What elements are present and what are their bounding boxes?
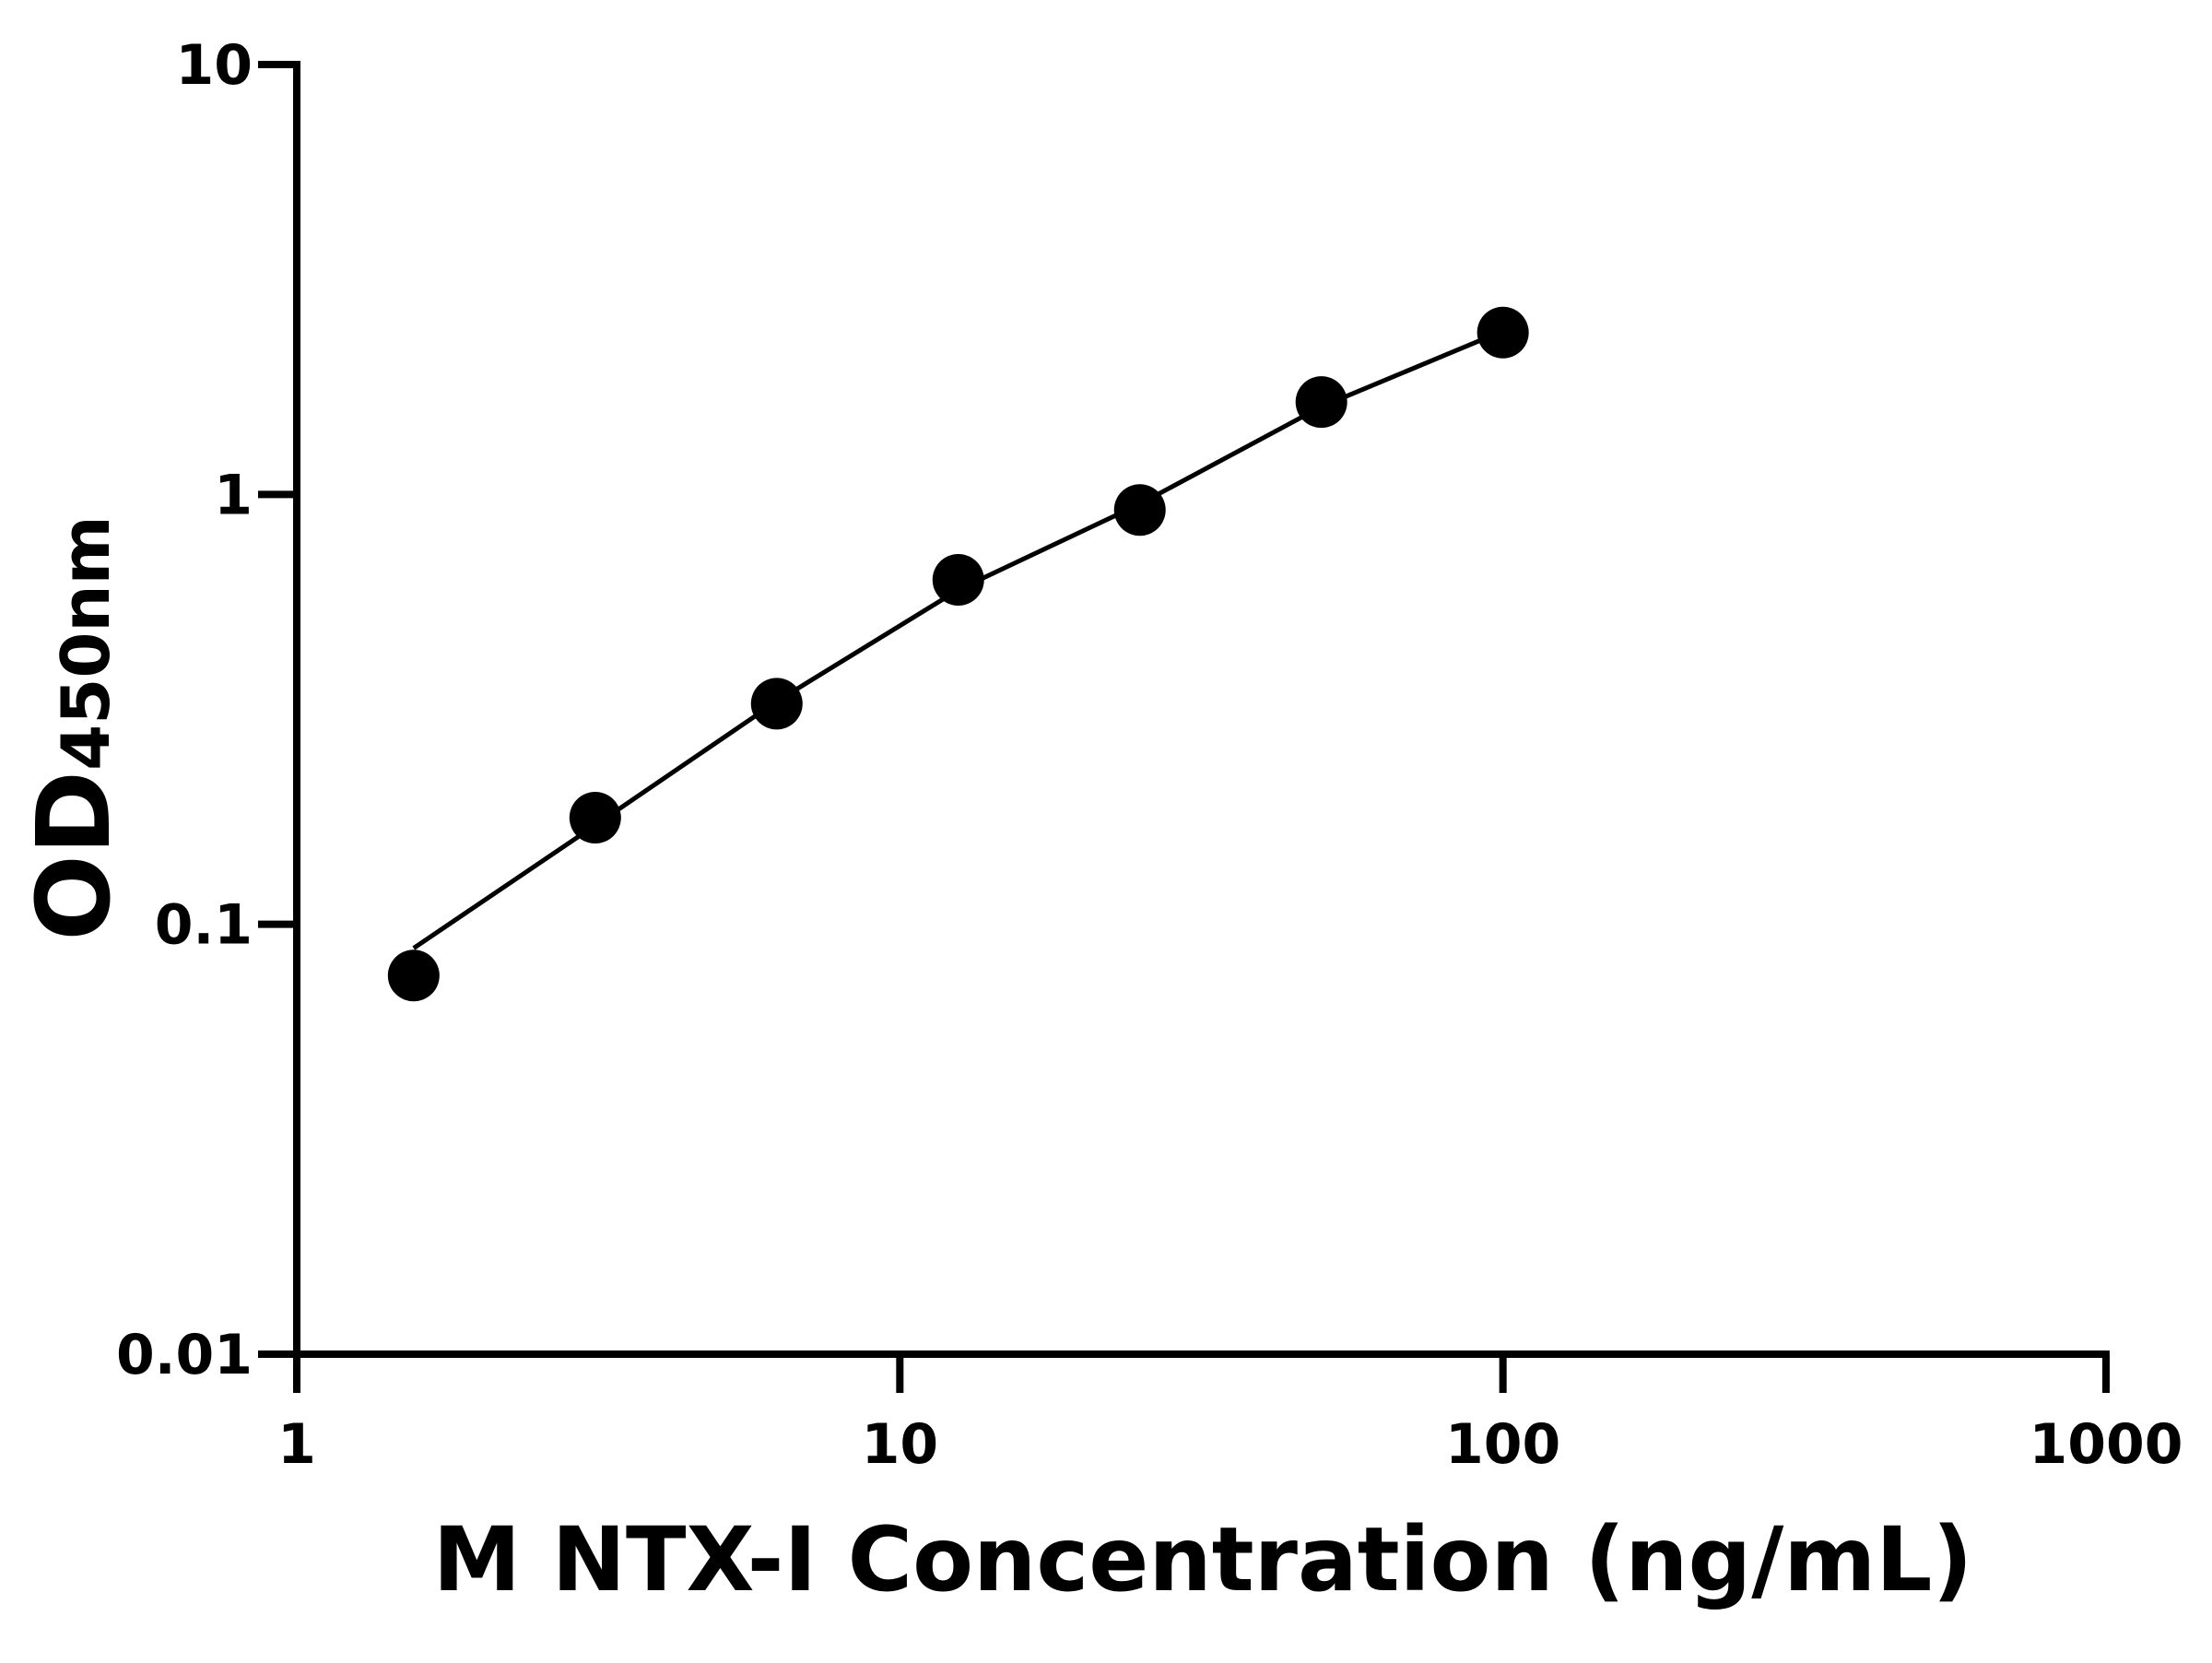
fit-line bbox=[412, 328, 1504, 950]
data-point bbox=[387, 949, 440, 1002]
x-tick-label: 1 bbox=[277, 1412, 316, 1477]
data-point bbox=[932, 553, 984, 606]
data-point bbox=[750, 678, 803, 730]
y-tick-label: 1 bbox=[214, 463, 253, 527]
data-point bbox=[1477, 306, 1529, 359]
y-axis-label-sub: 450nm bbox=[47, 515, 124, 771]
x-tick-label: 1000 bbox=[2030, 1412, 2183, 1477]
y-tick-label: 0.01 bbox=[116, 1323, 253, 1387]
x-tick-label: 10 bbox=[862, 1412, 939, 1477]
data-point bbox=[1295, 376, 1347, 429]
data-point bbox=[569, 792, 621, 844]
y-tick-label: 10 bbox=[176, 33, 253, 98]
y-axis-label: OD450nm bbox=[15, 515, 133, 940]
data-point bbox=[1113, 484, 1166, 537]
y-axis-label-main: OD bbox=[15, 771, 133, 941]
x-axis-label: M NTX-I Concentration (ng/mL) bbox=[433, 1508, 1973, 1611]
x-tick-label: 100 bbox=[1445, 1412, 1560, 1477]
y-tick-label: 0.1 bbox=[155, 893, 253, 958]
